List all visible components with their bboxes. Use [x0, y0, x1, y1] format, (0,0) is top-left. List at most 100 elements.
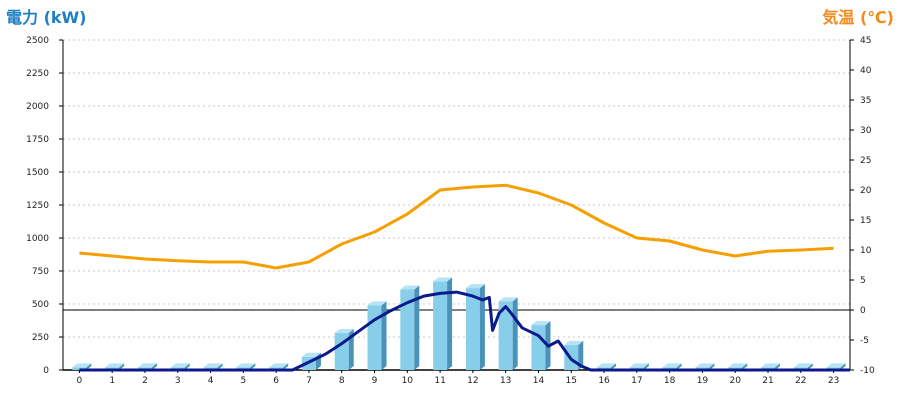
bar-top: [203, 363, 223, 368]
bar-side: [611, 363, 617, 370]
bar-top: [334, 329, 354, 334]
right-tick-label: 35: [860, 96, 871, 106]
bar-top: [761, 363, 781, 368]
x-tick-label: 8: [339, 376, 345, 386]
bar-side: [217, 363, 223, 370]
bar-front: [72, 367, 87, 370]
x-tick-label: 14: [533, 376, 545, 386]
x-tick-label: 15: [566, 376, 577, 386]
bar-side: [807, 363, 813, 370]
bar-top: [170, 363, 190, 368]
power-line: [79, 290, 850, 372]
x-tick-label: 13: [500, 376, 511, 386]
x-tick-label: 7: [306, 376, 312, 386]
bar-top: [597, 363, 617, 368]
bar-front: [465, 288, 480, 370]
bar-front: [498, 301, 513, 370]
x-tick-label: 16: [598, 376, 610, 386]
bar-side: [184, 363, 190, 370]
bar: [498, 297, 518, 370]
x-tick-label: 5: [240, 376, 246, 386]
bar-side: [512, 297, 518, 370]
left-tick-label: 1250: [26, 201, 49, 211]
bar-side: [578, 340, 584, 370]
bar-top: [367, 301, 387, 306]
bar: [433, 277, 453, 370]
bar-top: [236, 363, 256, 368]
bar-side: [250, 363, 256, 370]
x-tick-label: 21: [762, 376, 773, 386]
tick-labels: 02505007501000125015001750200022502500-1…: [26, 36, 875, 386]
axes: [59, 39, 854, 373]
right-tick-label: 45: [860, 36, 871, 46]
x-tick-label: 0: [77, 376, 83, 386]
right-tick-label: 5: [860, 276, 866, 286]
bar-top: [728, 363, 748, 368]
bar-top: [433, 277, 453, 282]
bar-side: [151, 363, 157, 370]
x-tick-label: 18: [664, 376, 676, 386]
bar-front: [400, 289, 415, 370]
x-tick-label: 10: [402, 376, 414, 386]
right-tick-label: 30: [860, 126, 872, 136]
bar-front: [367, 305, 382, 370]
bar-front: [531, 325, 546, 370]
bar-side: [414, 285, 420, 370]
bar: [465, 284, 485, 370]
bar-top: [301, 352, 321, 357]
series-lines: [79, 183, 850, 372]
bar-top: [105, 363, 125, 368]
x-tick-label: 1: [109, 376, 115, 386]
bar-side: [381, 301, 387, 370]
bar-side: [840, 363, 846, 370]
x-tick-label: 22: [795, 376, 806, 386]
bar-top: [137, 363, 157, 368]
bar-side: [119, 363, 125, 370]
x-tick-label: 17: [631, 376, 642, 386]
bar-top: [465, 284, 485, 289]
bar-top: [400, 285, 420, 290]
x-tick-label: 12: [467, 376, 478, 386]
bar-side: [447, 277, 453, 370]
bar-top: [531, 321, 551, 326]
bar-top: [695, 363, 715, 368]
right-tick-label: -5: [860, 336, 869, 346]
left-tick-label: 750: [32, 267, 49, 277]
right-tick-label: 15: [860, 216, 871, 226]
x-tick-label: 2: [142, 376, 148, 386]
bar-side: [742, 363, 748, 370]
bar: [367, 301, 387, 370]
bar-top: [826, 363, 846, 368]
right-tick-label: 40: [860, 66, 872, 76]
left-tick-label: 1000: [26, 234, 49, 244]
bar-side: [709, 363, 715, 370]
bar-top: [793, 363, 813, 368]
bar-side: [775, 363, 781, 370]
x-tick-label: 6: [273, 376, 279, 386]
bar-top: [498, 297, 518, 302]
x-tick-label: 9: [372, 376, 378, 386]
bar: [400, 285, 420, 370]
right-tick-label: 10: [860, 246, 872, 256]
bar-top: [269, 363, 289, 368]
bar-side: [676, 363, 682, 370]
temperature-line: [79, 183, 834, 270]
bar: [564, 340, 584, 370]
bar-top: [629, 363, 649, 368]
left-tick-label: 0: [43, 366, 49, 376]
left-tick-label: 500: [32, 300, 49, 310]
bar-top: [662, 363, 682, 368]
bar-side: [643, 363, 649, 370]
x-tick-label: 11: [434, 376, 445, 386]
bar-side: [479, 284, 485, 370]
x-tick-label: 19: [697, 376, 709, 386]
left-tick-label: 1750: [26, 135, 49, 145]
bar-top: [564, 340, 584, 345]
x-tick-label: 20: [730, 376, 742, 386]
bar-side: [86, 363, 92, 370]
right-axis-title: 気温 (℃): [822, 8, 894, 27]
grid-lines: [63, 39, 850, 338]
left-tick-label: 2250: [26, 69, 49, 79]
right-tick-label: 25: [860, 156, 871, 166]
